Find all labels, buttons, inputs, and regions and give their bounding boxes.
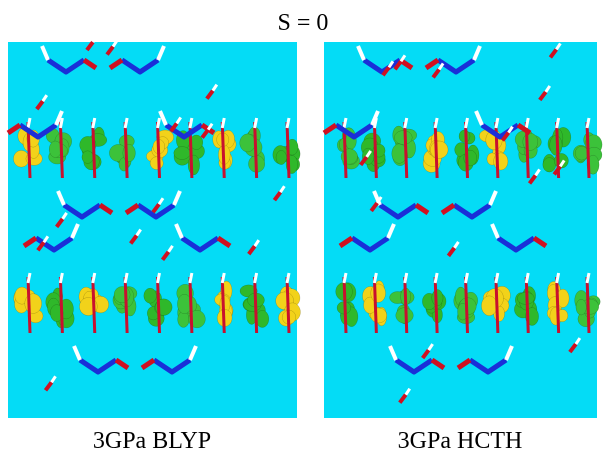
bond xyxy=(60,273,62,283)
bond xyxy=(158,273,160,283)
bond xyxy=(60,277,62,333)
bond xyxy=(93,277,95,333)
bond xyxy=(125,118,127,128)
orbital-blob xyxy=(371,284,386,303)
bond xyxy=(374,122,376,178)
bond xyxy=(496,118,498,128)
bond xyxy=(496,273,498,283)
bond xyxy=(374,277,376,333)
bond xyxy=(405,277,407,333)
orbital-blob xyxy=(174,147,191,160)
bond xyxy=(222,277,224,333)
bond xyxy=(93,122,95,178)
orbital-blob xyxy=(144,288,157,303)
orbital-blob xyxy=(430,141,448,158)
bond xyxy=(405,118,407,128)
bond xyxy=(190,118,192,128)
bond xyxy=(125,273,127,283)
bond xyxy=(190,277,192,333)
orbital-blob xyxy=(150,157,163,170)
bond xyxy=(158,122,160,178)
orbital-blob xyxy=(394,131,412,145)
bond xyxy=(158,118,160,128)
bond xyxy=(496,277,498,333)
bond xyxy=(587,118,589,128)
bond xyxy=(466,122,468,178)
bond xyxy=(255,118,257,128)
bond xyxy=(587,273,589,283)
bond xyxy=(405,122,407,178)
bond xyxy=(222,118,224,128)
bond xyxy=(255,273,257,283)
bond xyxy=(526,277,528,333)
orbital-blob xyxy=(523,133,538,150)
panel xyxy=(8,36,300,418)
orbital-blob xyxy=(481,296,497,316)
bond xyxy=(587,277,589,333)
bond xyxy=(466,118,468,128)
bond xyxy=(344,118,346,128)
orbital-blob xyxy=(576,299,586,315)
bond xyxy=(222,273,224,283)
bond xyxy=(435,273,437,283)
bond xyxy=(287,277,289,333)
bond xyxy=(435,122,437,178)
bond xyxy=(405,273,407,283)
bond xyxy=(526,273,528,283)
bond xyxy=(344,277,346,333)
bond xyxy=(28,277,30,333)
panel-background xyxy=(324,42,597,418)
bond xyxy=(125,122,127,178)
bond xyxy=(93,118,95,128)
bond xyxy=(222,122,224,178)
bond xyxy=(28,118,30,128)
panel-label: 3GPa HCTH xyxy=(398,428,523,454)
water xyxy=(93,36,97,42)
bond xyxy=(255,277,257,333)
bond xyxy=(255,122,257,178)
orbital-blob xyxy=(341,149,358,164)
panel xyxy=(324,42,602,418)
bond xyxy=(374,273,376,283)
bond xyxy=(287,273,289,283)
orbital-blob xyxy=(82,151,93,164)
bond xyxy=(557,273,559,283)
bond xyxy=(28,273,30,283)
bond xyxy=(496,122,498,178)
bond xyxy=(435,277,437,333)
orbital-blob xyxy=(543,158,556,173)
bond xyxy=(158,277,160,333)
bond xyxy=(466,273,468,283)
bond xyxy=(557,118,559,128)
bond xyxy=(344,273,346,283)
figure: S = 0 3GPa BLYP 3GPa HCTH xyxy=(0,0,606,454)
bond xyxy=(526,118,528,128)
bond xyxy=(557,277,559,333)
figure-title: S = 0 xyxy=(278,10,329,36)
orbital-blob xyxy=(276,150,287,164)
bond xyxy=(190,273,192,283)
orbital-blob xyxy=(114,286,130,302)
bond xyxy=(60,122,62,178)
orbital-blob xyxy=(575,146,588,160)
bond xyxy=(93,273,95,283)
orbital-blob xyxy=(240,134,256,152)
bond xyxy=(125,277,127,333)
bond xyxy=(287,118,289,128)
bond xyxy=(287,122,289,178)
bond xyxy=(60,118,62,128)
panel-label: 3GPa BLYP xyxy=(93,428,211,454)
bond xyxy=(587,122,589,178)
bond xyxy=(466,277,468,333)
bond xyxy=(435,118,437,128)
